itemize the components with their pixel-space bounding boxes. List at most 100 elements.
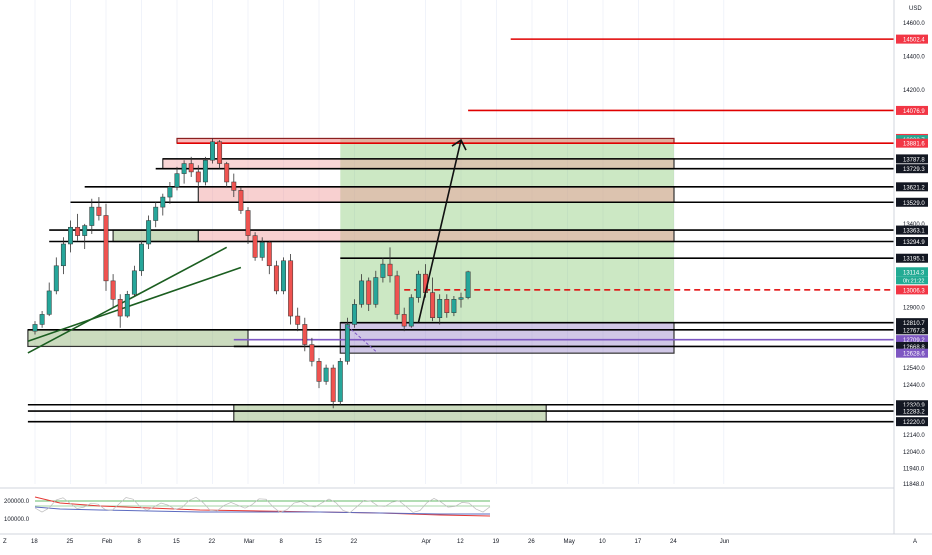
y-tick-label: 12900.0 (903, 306, 925, 312)
candle-body (160, 196, 166, 208)
y-tick-label: 14200.0 (903, 88, 925, 94)
candle-body (110, 280, 116, 300)
price-label-box (896, 138, 928, 148)
price-label: 12320.9 (903, 403, 925, 409)
x-tick-label: 12 (457, 539, 464, 545)
x-tick-label: 26 (528, 539, 535, 545)
candle-body (451, 299, 457, 313)
candle-body (323, 367, 329, 382)
svg-text:100000.0: 100000.0 (4, 517, 30, 523)
x-tick-label: Jun (720, 539, 730, 545)
price-label-box (896, 285, 928, 295)
price-label: 13294.9 (903, 240, 925, 246)
price-label: 13729.3 (903, 167, 925, 173)
price-label: 13195.1 (903, 257, 925, 263)
price-label-box (896, 182, 928, 192)
price-label-box (896, 164, 928, 174)
x-tick-label: 22 (351, 539, 358, 545)
candle-body (465, 271, 471, 298)
candle-body (96, 206, 102, 216)
svg-text:200000.0: 200000.0 (4, 499, 30, 505)
x-tick-label: Mar (244, 539, 254, 545)
trendline (27, 266, 242, 342)
candle-body (259, 242, 265, 258)
price-label: 14076.9 (903, 109, 925, 115)
currency-label: USD (909, 6, 922, 12)
zone (27, 329, 249, 348)
a-label: A (913, 539, 917, 545)
candle-body (103, 215, 109, 282)
zone (197, 229, 675, 243)
y-tick-label: 11940.0 (903, 467, 925, 473)
candle-body (401, 314, 407, 327)
zone (162, 158, 675, 170)
candle-body (131, 270, 137, 295)
candle-body (316, 361, 322, 382)
candle-body (309, 344, 315, 362)
candle-body (302, 324, 308, 345)
candle-body (415, 273, 421, 298)
candle-body (359, 280, 365, 305)
price-label-box (896, 348, 928, 358)
candle-body (202, 159, 208, 183)
candle-body (53, 265, 59, 292)
price-label: 12767.8 (903, 328, 925, 334)
x-tick-label: 24 (670, 539, 677, 545)
candle-body (238, 190, 244, 211)
candle-body (174, 173, 180, 188)
price-label-box (896, 105, 928, 115)
candle-body (231, 181, 237, 191)
price-label-box (896, 335, 928, 345)
price-label: 13529.0 (903, 201, 925, 207)
candle-body (89, 206, 95, 226)
indicator-blue-line (34, 506, 490, 515)
x-tick-label: 15 (173, 539, 180, 545)
price-label-box (896, 267, 928, 277)
x-tick-label: 10 (599, 539, 606, 545)
candles (32, 138, 471, 409)
candle-body (146, 220, 152, 245)
price-label: 13787.8 (903, 157, 925, 163)
candle-body (224, 163, 230, 183)
candle-body (245, 210, 251, 236)
candle-body (373, 277, 379, 305)
candle-body (210, 141, 215, 161)
candle-body (380, 263, 386, 278)
candle-body (352, 304, 357, 325)
y-tick-label: 14400.0 (903, 54, 925, 60)
y-tick-label: 12140.0 (903, 433, 925, 439)
x-tick-label: 15 (315, 539, 322, 545)
x-tick-label: Apr (422, 539, 431, 545)
x-tick-label: 19 (493, 539, 500, 545)
candle-body (32, 324, 38, 332)
candle-body (288, 260, 294, 317)
candle-body (124, 294, 130, 317)
price-label-box (896, 400, 928, 410)
candle-body (408, 297, 414, 327)
arrow-head (451, 138, 467, 151)
candle-body (117, 299, 123, 317)
price-label-box (896, 406, 928, 416)
candle-body (217, 141, 223, 164)
price-label-box (896, 318, 928, 328)
x-tick-label: 22 (209, 539, 216, 545)
zone (339, 322, 675, 354)
price-label: 13881.6 (903, 142, 925, 148)
price-label: 12283.2 (903, 410, 925, 416)
candle-body (295, 315, 301, 325)
candle-body (195, 171, 201, 183)
dotted-projection (347, 325, 377, 352)
x-tick-label: 17 (635, 539, 642, 545)
candle-body (387, 263, 393, 277)
price-label: 13006.3 (903, 288, 925, 294)
x-tick-label: 18 (31, 539, 38, 545)
zone (197, 186, 675, 203)
price-label: 12810.7 (903, 321, 925, 327)
price-label-box (896, 325, 928, 335)
zone (112, 229, 199, 243)
candle-body (167, 186, 173, 198)
candle-body (337, 361, 343, 402)
price-label-box (896, 253, 928, 263)
x-tick-label: May (564, 539, 575, 545)
